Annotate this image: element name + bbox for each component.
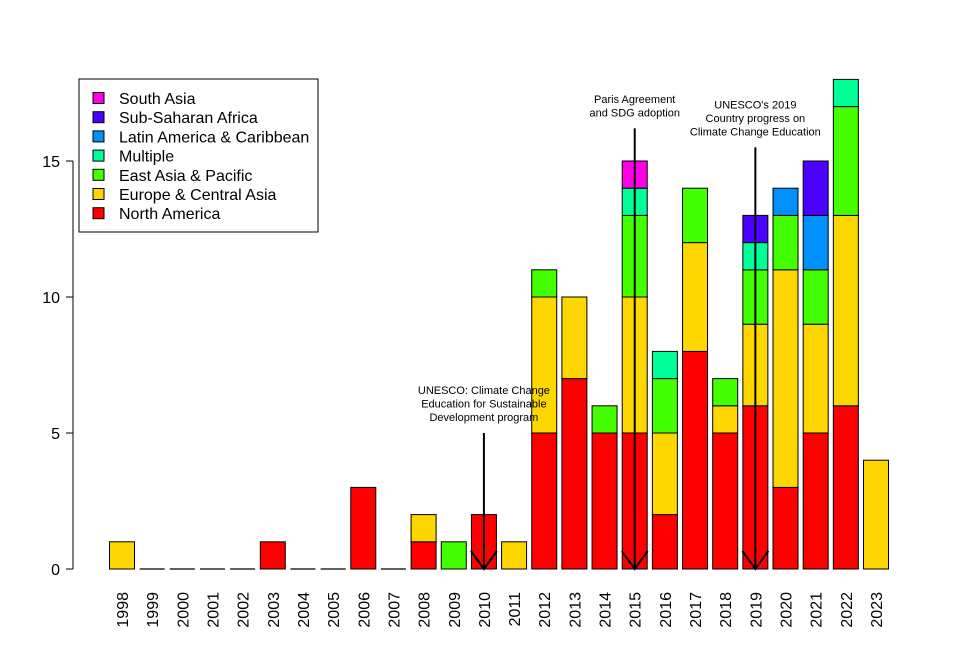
bar-segment-2016-0 <box>651 514 678 570</box>
x-tick-label-2010: 2010 <box>477 592 494 628</box>
x-tick-label-2011: 2011 <box>507 592 524 627</box>
legend-box <box>78 78 319 233</box>
bar-segment-2008-0 <box>410 541 437 570</box>
x-tick-label-2002: 2002 <box>236 592 253 628</box>
x-tick-label-2021: 2021 <box>809 592 826 628</box>
bar-segment-2009-2 <box>440 541 467 570</box>
bar-segment-2014-2 <box>591 405 618 434</box>
bar-segment-2013-0 <box>561 378 588 570</box>
x-tick-label-2020: 2020 <box>779 592 796 628</box>
bar-segment-2021-1 <box>802 323 829 434</box>
x-tick-label-2008: 2008 <box>417 592 434 628</box>
annotation-text-2019-1: Country progress on <box>706 113 806 125</box>
bar-segment-2013-1 <box>561 296 588 380</box>
legend-swatch-0 <box>92 92 105 104</box>
x-tick-label-2000: 2000 <box>175 592 192 628</box>
bar-segment-2018-0 <box>712 432 739 570</box>
x-tick-label-2003: 2003 <box>266 592 283 628</box>
bar-segment-2017-0 <box>682 350 709 570</box>
legend-label-4: East Asia & Pacific <box>119 168 252 185</box>
x-tick-label-2015: 2015 <box>628 592 645 628</box>
bar-segment-2017-2 <box>682 187 709 244</box>
annotation-arrowhead-2010 <box>470 550 498 571</box>
legend-label-5: Europe & Central Asia <box>119 187 277 204</box>
x-tick-label-2014: 2014 <box>598 592 615 628</box>
legend: South Asia Sub-Saharan Africa Latin Americ… <box>78 78 319 233</box>
bar-segment-2023-1 <box>863 459 889 570</box>
x-tick-label-2001: 2001 <box>205 592 222 628</box>
annotation-text-2019-2: Climate Change Education <box>690 126 821 138</box>
bar-segment-2012-1 <box>531 296 558 434</box>
legend-label-1: Sub-Saharan Africa <box>119 110 258 127</box>
legend-label-2: Latin America & Caribbean <box>119 129 309 146</box>
bar-segment-2006-0 <box>350 486 377 570</box>
bar-segment-2022-1 <box>832 214 859 407</box>
legend-swatch-6 <box>92 207 105 220</box>
bar-segment-2008-1 <box>410 514 437 543</box>
bar-segment-2011-1 <box>501 541 528 570</box>
bar-segment-2017-1 <box>682 242 709 352</box>
bar-segment-2016-3 <box>651 350 678 380</box>
x-tick-label-2006: 2006 <box>356 592 373 628</box>
y-axis: 0 5 10 15 <box>42 154 74 579</box>
bar-segment-2020-1 <box>772 269 799 488</box>
x-axis-labels: 1998 1999 2000 2001 2002 2003 2004 2005 2006 2007… <box>115 592 886 628</box>
bar-segment-2014-0 <box>591 432 618 570</box>
x-tick-label-2017: 2017 <box>688 592 705 628</box>
x-tick-label-2016: 2016 <box>658 592 675 628</box>
x-tick-label-2009: 2009 <box>447 592 464 628</box>
bar-segment-2021-2 <box>802 269 829 325</box>
bar-segment-2020-4 <box>772 187 799 216</box>
x-tick-label-2004: 2004 <box>296 592 313 628</box>
bar-segment-2021-0 <box>802 432 829 570</box>
legend-swatch-4 <box>92 168 105 181</box>
x-tick-label-1999: 1999 <box>145 592 162 628</box>
bar-segment-2003-0 <box>259 541 286 570</box>
y-tick-label-10: 10 <box>42 290 60 307</box>
x-tick-label-2023: 2023 <box>869 592 886 628</box>
x-tick-label-2012: 2012 <box>537 592 554 628</box>
bar-segment-2022-3 <box>832 78 859 108</box>
legend-label-3: Multiple <box>119 149 174 166</box>
annotation-text-2019-0: UNESCO's 2019 <box>714 99 796 111</box>
bar-segment-2021-5 <box>802 160 829 216</box>
annotation-text-2010-0: UNESCO: Climate Change <box>418 385 550 397</box>
y-tick-label-15: 15 <box>42 154 60 171</box>
bar-segment-2022-0 <box>832 405 859 570</box>
bar-segment-2022-2 <box>832 106 859 216</box>
x-tick-label-2013: 2013 <box>567 592 584 628</box>
legend-label-0: South Asia <box>119 91 196 108</box>
annotation-text-2015-1: and SDG adoption <box>589 107 680 119</box>
y-tick-label-5: 5 <box>51 426 60 443</box>
bar-segment-2012-2 <box>531 269 558 298</box>
bar-segment-2018-1 <box>712 405 739 434</box>
annotation-text-2010-2: Development program <box>429 412 538 424</box>
annotation-text-2010-1: Education for Sustainable <box>421 399 546 411</box>
legend-label-6: North America <box>119 206 220 223</box>
x-tick-label-1998: 1998 <box>115 592 132 628</box>
x-tick-label-2018: 2018 <box>718 592 735 628</box>
y-tick-label-0: 0 <box>51 562 60 579</box>
bar-segment-2016-2 <box>651 378 678 434</box>
annotation-arrowhead-2015 <box>620 550 649 571</box>
legend-swatch-1 <box>92 111 105 124</box>
bar-segment-1998-1 <box>109 541 135 570</box>
x-tick-label-2019: 2019 <box>748 592 765 628</box>
bar-segment-2020-0 <box>772 486 799 570</box>
x-tick-label-2007: 2007 <box>386 592 403 628</box>
annotation-arrowhead-2019 <box>741 550 770 571</box>
legend-swatch-3 <box>92 149 105 162</box>
bar-segment-2012-0 <box>531 432 558 570</box>
bar-segment-2020-2 <box>772 214 799 271</box>
x-tick-label-2005: 2005 <box>326 592 343 628</box>
bar-segment-2018-2 <box>712 378 739 407</box>
annotations: UNESCO: Climate Change Education for Sust… <box>418 94 821 571</box>
annotation-text-2015-0: Paris Agreement <box>594 94 675 106</box>
bar-segment-2016-1 <box>651 432 678 516</box>
x-tick-label-2022: 2022 <box>839 592 856 628</box>
legend-swatch-5 <box>92 188 105 200</box>
bar-segment-2021-4 <box>802 214 829 271</box>
legend-swatch-2 <box>92 130 105 143</box>
